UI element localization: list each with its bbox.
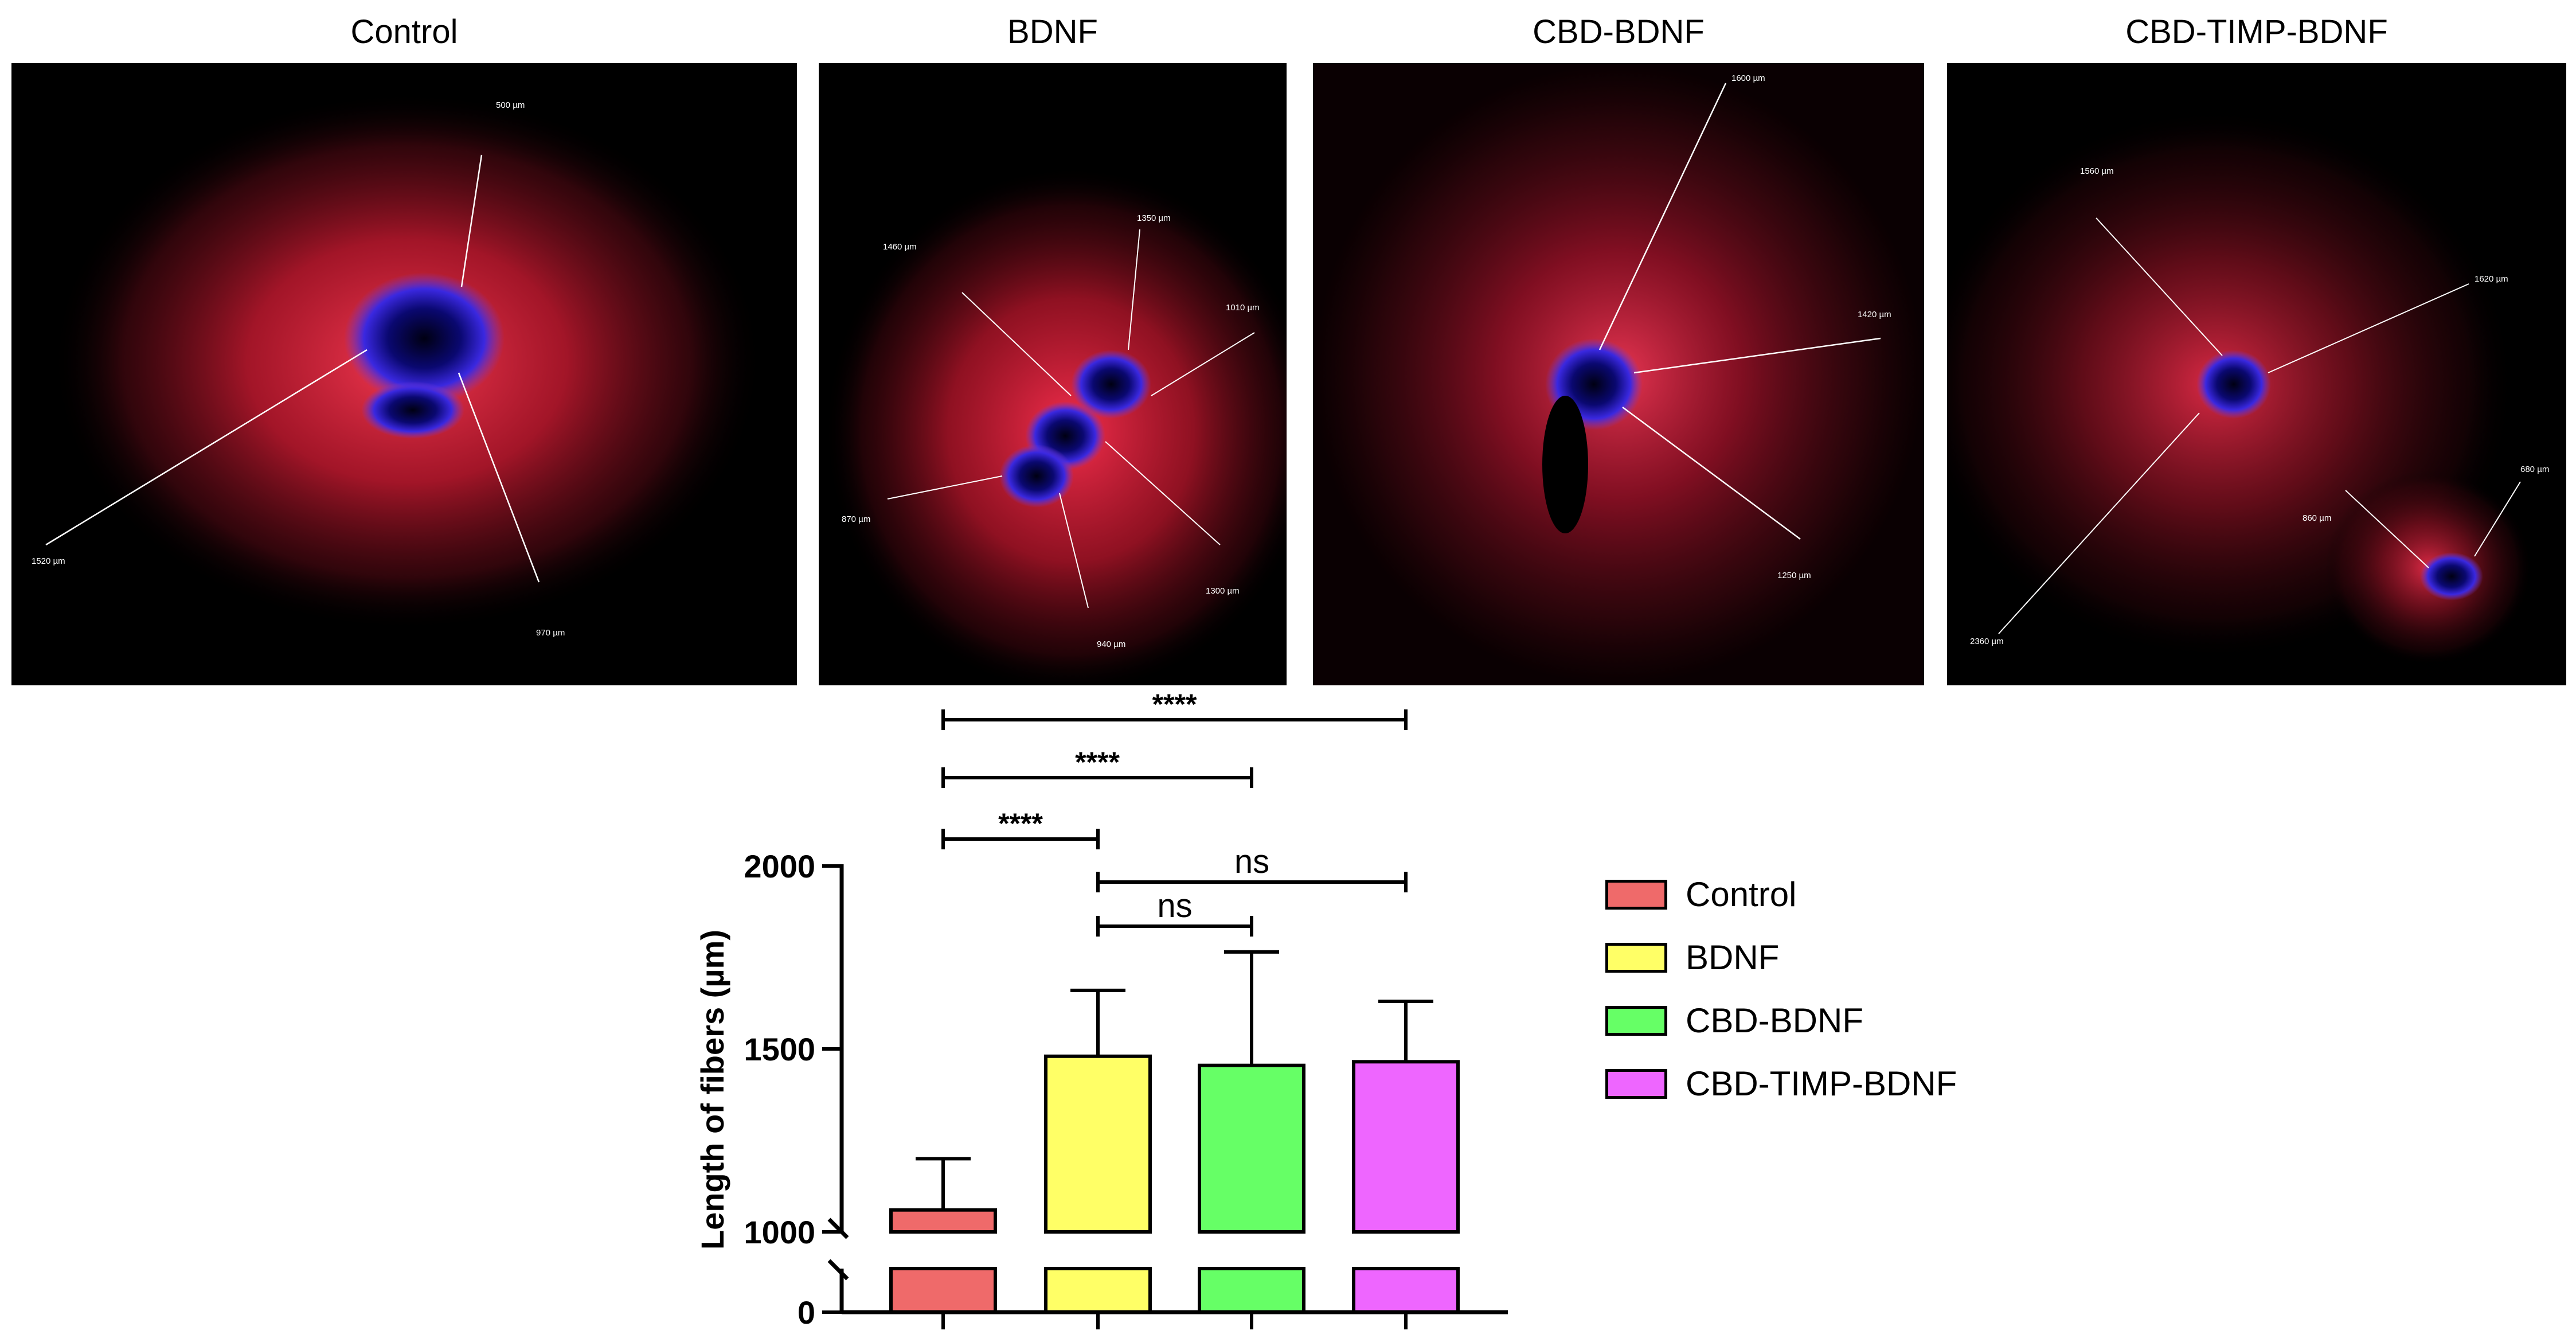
bar [1044, 1054, 1152, 1234]
significance-label: **** [1075, 746, 1120, 778]
bar-lower [1352, 1267, 1460, 1314]
measurement-label: 1250 µm [1777, 571, 1811, 580]
y-tick-label: 1500 [744, 1031, 815, 1067]
bar-lower [1044, 1267, 1152, 1314]
legend-label: CBD-BDNF [1686, 1001, 1863, 1040]
measurement-label: 1420 µm [1858, 310, 1891, 319]
micrograph-bdnf: 1350 µm 1460 µm 1010 µm 870 µm 1300 µm 9… [819, 63, 1287, 685]
bar [889, 1208, 997, 1234]
measurement-label: 860 µm [2303, 513, 2332, 523]
measurement-label: 1350 µm [1137, 213, 1171, 223]
measurement-label: 1620 µm [2475, 274, 2508, 284]
bar-lower [889, 1267, 997, 1314]
measurement-label: 1010 µm [1226, 303, 1260, 313]
axis-break-mark [827, 1218, 849, 1239]
bar [1352, 1060, 1460, 1234]
legend-label: CBD-TIMP-BDNF [1686, 1064, 1957, 1103]
panel-title-cbd-bdnf: CBD-BDNF [1533, 13, 1705, 50]
axis-break-mark [827, 1259, 849, 1281]
micrograph-control: 500 µm 1520 µm 970 µm [11, 63, 797, 685]
micrograph-cbd-timp-bdnf: 1560 µm 1620 µm 680 µm 860 µm 2360 µm [1947, 63, 2566, 685]
measurement-label: 870 µm [842, 514, 871, 524]
measurement-label: 1300 µm [1206, 586, 1240, 596]
measurement-label: 680 µm [2520, 465, 2550, 474]
significance-label: ns [1234, 843, 1269, 880]
legend-swatch [1605, 1006, 1667, 1036]
significance-label: **** [998, 807, 1043, 840]
measurement-label: 1600 µm [1731, 73, 1765, 83]
panel-title-bdnf: BDNF [1007, 13, 1098, 50]
legend-swatch [1605, 943, 1667, 973]
y-tick-label: 0 [798, 1294, 815, 1331]
bar-lower [1198, 1267, 1305, 1314]
legend-label: BDNF [1686, 938, 1780, 977]
measurement-label: 940 µm [1097, 639, 1126, 649]
measurement-label: 1460 µm [883, 242, 917, 252]
bar [1198, 1063, 1305, 1234]
significance-label: ns [1157, 887, 1192, 924]
measurement-label: 1520 µm [32, 556, 65, 566]
micrograph-cbd-bdnf: 1600 µm 1420 µm 1250 µm [1313, 63, 1924, 685]
legend-swatch [1605, 880, 1667, 910]
significance-label: **** [1152, 688, 1197, 720]
y-tick-label: 2000 [744, 848, 815, 884]
measurement-label: 2360 µm [1970, 637, 2004, 646]
panel-title-cbd-timp-bdnf: CBD-TIMP-BDNF [2125, 13, 2388, 50]
measurement-label: 500 µm [496, 100, 525, 110]
y-tick-label: 1000 [744, 1214, 815, 1250]
y-axis-label: Length of fibers (µm) [694, 930, 730, 1250]
legend-swatch [1605, 1069, 1667, 1099]
panel-title-control: Control [350, 13, 458, 50]
measurement-label: 1560 µm [2080, 166, 2114, 176]
measurement-label: 970 µm [536, 628, 565, 638]
legend-label: Control [1686, 875, 1797, 914]
